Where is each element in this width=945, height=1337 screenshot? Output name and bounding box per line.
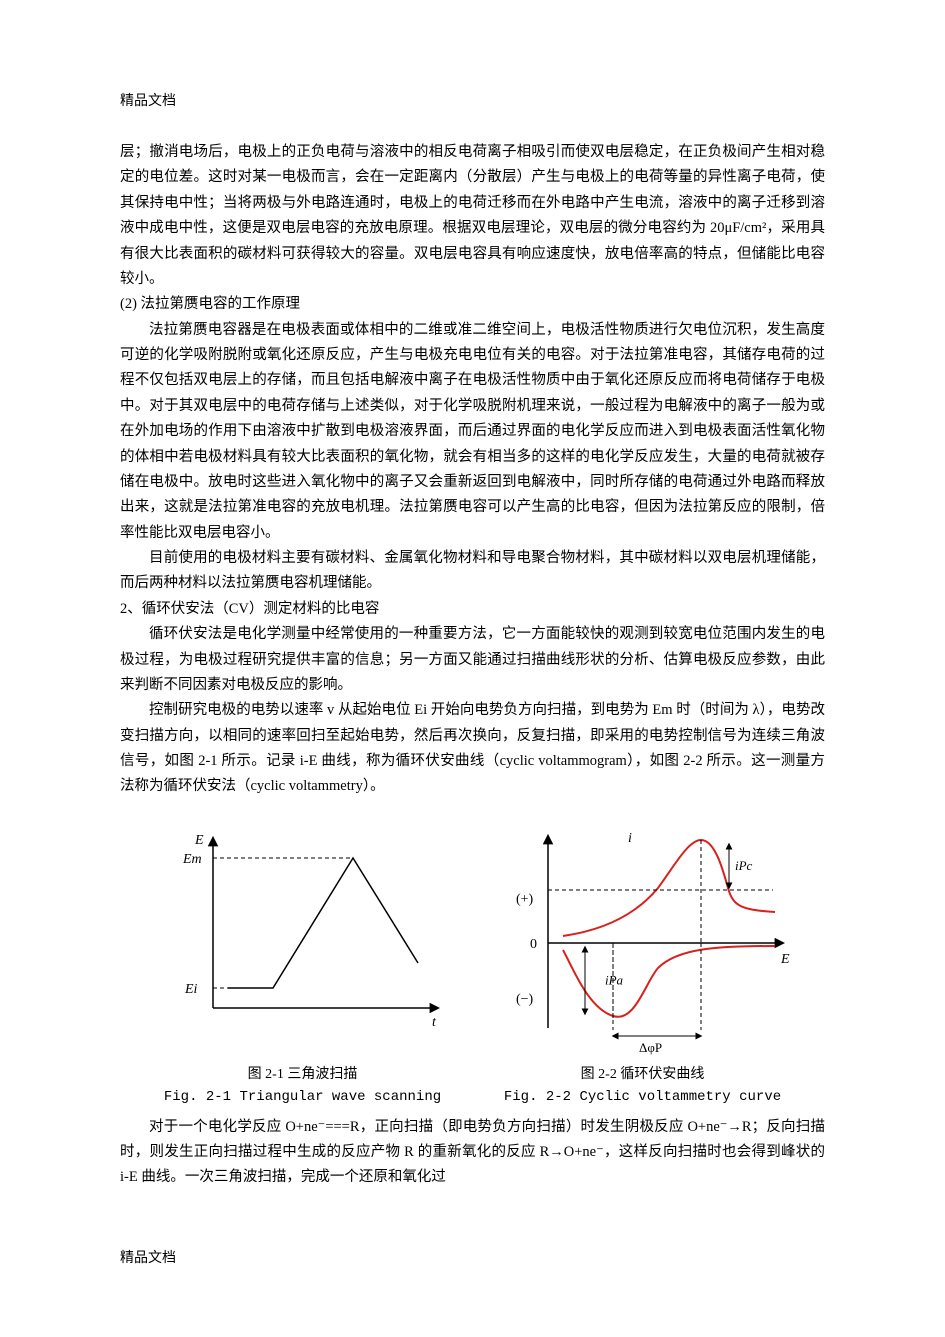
svg-text:E: E (780, 952, 790, 967)
figure-captions: 图 2-1 三角波扫描 Fig. 2-1 Triangular wave sca… (120, 1064, 825, 1109)
svg-text:iPc: iPc (735, 858, 753, 873)
svg-text:t: t (432, 1015, 437, 1030)
paragraph-7: 控制研究电极的电势以速率 v 从起始电位 Ei 开始向电势负方向扫描，到电势为 … (120, 698, 825, 800)
fig2-caption: 图 2-2 循环伏安曲线 Fig. 2-2 Cyclic voltammetry… (488, 1064, 798, 1109)
svg-text:Em: Em (182, 852, 202, 867)
page: 精品文档 层；撤消电场后，电极上的正负电荷与溶液中的相反电荷离子相吸引而使双电层… (0, 0, 945, 1337)
paragraph-8: 对于一个电化学反应 O+ne⁻===R，正向扫描（即电势负方向扫描）时发生阴极反… (120, 1115, 825, 1191)
figure-2-1: Et Em Ei (148, 818, 458, 1058)
fig1-caption: 图 2-1 三角波扫描 Fig. 2-1 Triangular wave sca… (148, 1064, 458, 1109)
paragraph-3: 法拉第赝电容器是在电极表面或体相中的二维或准二维空间上，电极活性物质进行欠电位沉… (120, 318, 825, 546)
svg-text:Ei: Ei (184, 982, 198, 997)
fig1-caption-en: Fig. 2-1 Triangular wave scanning (164, 1089, 441, 1105)
paragraph-4: 目前使用的电极材料主要有碳材料、金属氧化物材料和导电聚合物材料，其中碳材料以双电… (120, 546, 825, 597)
page-header: 精品文档 (120, 90, 825, 110)
svg-text:(+): (+) (516, 892, 534, 907)
figures-row: Et Em Ei i E 0 (+) (−) iPc iPa ΔφP (120, 818, 825, 1058)
page-footer: 精品文档 (120, 1247, 176, 1267)
svg-text:E: E (194, 833, 204, 848)
cyclic-voltammetry-chart: i E 0 (+) (−) iPc iPa ΔφP (483, 818, 803, 1058)
body-text-after-figs: 对于一个电化学反应 O+ne⁻===R，正向扫描（即电势负方向扫描）时发生阴极反… (120, 1115, 825, 1191)
section-cv-label: 2、循环伏安法（CV）测定材料的比电容 (120, 597, 825, 622)
paragraph-1: 层；撤消电场后，电极上的正负电荷与溶液中的相反电荷离子相吸引而使双电层稳定，在正… (120, 140, 825, 292)
fig2-caption-cn: 图 2-2 循环伏安曲线 (581, 1067, 705, 1082)
body-text: 层；撤消电场后，电极上的正负电荷与溶液中的相反电荷离子相吸引而使双电层稳定，在正… (120, 140, 825, 800)
svg-text:ΔφP: ΔφP (639, 1040, 662, 1055)
figure-2-2: i E 0 (+) (−) iPc iPa ΔφP (488, 818, 798, 1058)
svg-text:(−): (−) (516, 992, 534, 1007)
paragraph-6: 循环伏安法是电化学测量中经常使用的一种重要方法，它一方面能较快的观测到较宽电位范… (120, 622, 825, 698)
svg-text:iPa: iPa (605, 972, 624, 987)
svg-text:i: i (628, 831, 632, 846)
triangular-wave-chart: Et Em Ei (153, 818, 453, 1038)
fig2-caption-en: Fig. 2-2 Cyclic voltammetry curve (504, 1089, 781, 1105)
svg-text:0: 0 (530, 937, 537, 952)
fig1-caption-cn: 图 2-1 三角波扫描 (248, 1067, 358, 1082)
section-2-label: (2) 法拉第赝电容的工作原理 (120, 292, 825, 317)
